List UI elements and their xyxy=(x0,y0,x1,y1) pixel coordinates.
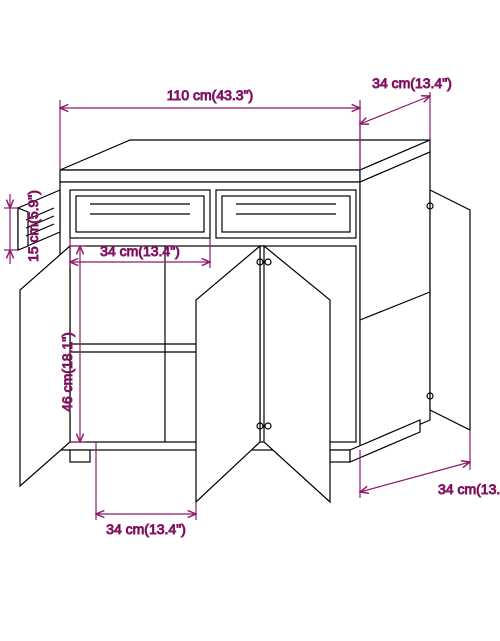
dim-label-door-w-left: 34 cm(13.4") xyxy=(106,521,186,537)
dim-label-drawer-h: 15 cm(5.9") xyxy=(25,190,41,262)
dim-label-door-h: 46 cm(18.1") xyxy=(59,332,75,412)
dim-label-drawer-w: 34 cm(13.4") xyxy=(100,243,180,259)
dim-label-width: 110 cm(43.3") xyxy=(167,87,253,103)
dim-label-depth: 34 cm(13.4") xyxy=(372,75,452,91)
dim-label-door-w-right: 34 cm(13.4") xyxy=(438,481,500,497)
cabinet-diagram: .dimstroke{stroke:#8b1a6b} 110 cm(43.3")… xyxy=(0,0,500,641)
cabinet-body xyxy=(18,140,470,502)
